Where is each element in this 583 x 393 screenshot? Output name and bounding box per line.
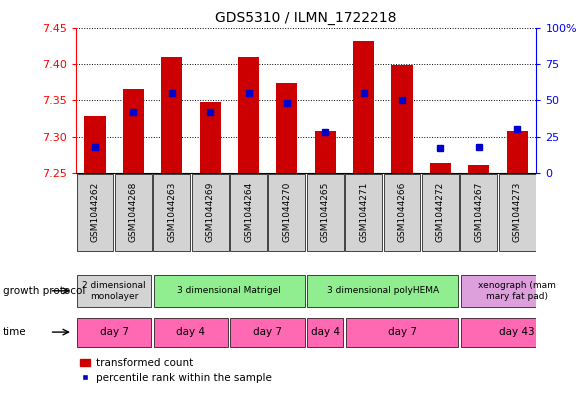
FancyBboxPatch shape [154, 318, 228, 347]
FancyBboxPatch shape [192, 174, 229, 251]
FancyBboxPatch shape [461, 275, 574, 307]
FancyBboxPatch shape [77, 275, 152, 307]
Text: GSM1044263: GSM1044263 [167, 182, 176, 242]
Bar [507, 131, 528, 173]
Text: GSM1044270: GSM1044270 [282, 182, 292, 242]
Text: GSM1044262: GSM1044262 [90, 182, 100, 242]
Text: day 4: day 4 [311, 327, 340, 337]
Text: GSM1044264: GSM1044264 [244, 182, 253, 242]
Text: day 43: day 43 [500, 327, 535, 337]
FancyBboxPatch shape [115, 174, 152, 251]
FancyBboxPatch shape [345, 174, 382, 251]
FancyBboxPatch shape [230, 318, 305, 347]
Text: day 7: day 7 [100, 327, 129, 337]
Bar [468, 165, 489, 173]
FancyBboxPatch shape [76, 174, 114, 251]
Bar [161, 57, 182, 173]
Bar [276, 83, 297, 173]
Text: GSM1044266: GSM1044266 [398, 182, 406, 242]
Bar [85, 116, 106, 173]
Text: day 4: day 4 [177, 327, 205, 337]
FancyBboxPatch shape [268, 174, 305, 251]
FancyBboxPatch shape [461, 318, 574, 347]
FancyBboxPatch shape [307, 275, 458, 307]
Bar [430, 163, 451, 173]
Text: GSM1044269: GSM1044269 [206, 182, 215, 242]
Text: GSM1044271: GSM1044271 [359, 182, 368, 242]
FancyBboxPatch shape [461, 174, 497, 251]
Text: GSM1044272: GSM1044272 [436, 182, 445, 242]
Bar [353, 40, 374, 173]
FancyBboxPatch shape [307, 318, 343, 347]
FancyBboxPatch shape [498, 174, 536, 251]
Text: 3 dimensional polyHEMA: 3 dimensional polyHEMA [327, 286, 439, 295]
FancyBboxPatch shape [154, 275, 305, 307]
FancyBboxPatch shape [346, 318, 458, 347]
Text: day 7: day 7 [388, 327, 416, 337]
FancyBboxPatch shape [307, 174, 344, 251]
FancyBboxPatch shape [230, 174, 267, 251]
Bar [391, 65, 413, 173]
Text: 3 dimensional Matrigel: 3 dimensional Matrigel [177, 286, 281, 295]
Text: 2 dimensional
monolayer: 2 dimensional monolayer [82, 281, 146, 301]
Bar [199, 103, 221, 173]
Text: GSM1044268: GSM1044268 [129, 182, 138, 242]
FancyBboxPatch shape [384, 174, 420, 251]
Text: growth protocol: growth protocol [3, 286, 85, 296]
FancyBboxPatch shape [77, 318, 152, 347]
Text: xenograph (mam
mary fat pad): xenograph (mam mary fat pad) [478, 281, 556, 301]
FancyBboxPatch shape [422, 174, 459, 251]
Bar [315, 131, 336, 173]
Bar [238, 57, 259, 173]
Text: GSM1044273: GSM1044273 [512, 182, 522, 242]
Text: GSM1044265: GSM1044265 [321, 182, 330, 242]
Text: time: time [3, 327, 27, 337]
Title: GDS5310 / ILMN_1722218: GDS5310 / ILMN_1722218 [215, 11, 397, 25]
Text: GSM1044267: GSM1044267 [475, 182, 483, 242]
FancyBboxPatch shape [153, 174, 190, 251]
Text: day 7: day 7 [253, 327, 282, 337]
Legend: transformed count, percentile rank within the sample: transformed count, percentile rank withi… [76, 354, 276, 387]
Bar [123, 88, 144, 173]
